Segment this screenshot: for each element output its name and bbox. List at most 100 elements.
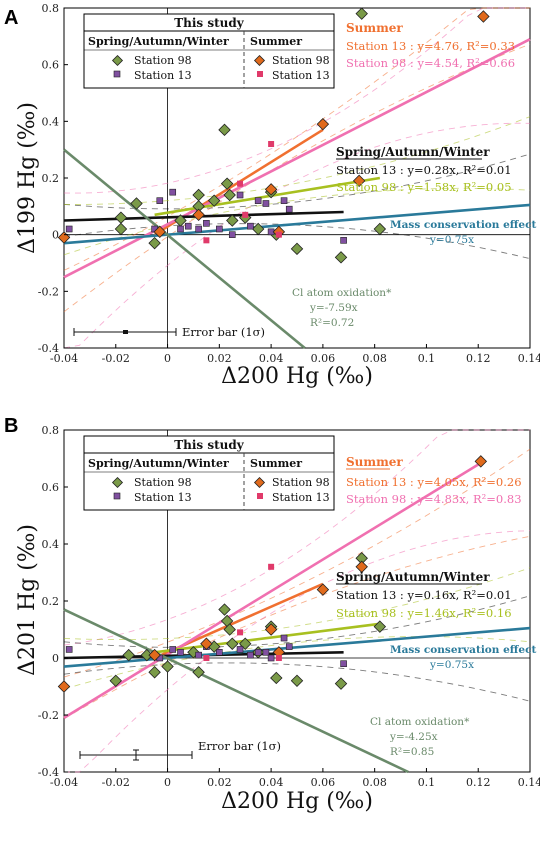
data-point-square <box>216 648 223 656</box>
data-point-diamond <box>192 666 205 679</box>
data-point-square <box>267 654 275 662</box>
data-point-diamond <box>207 194 221 207</box>
legend-marker-saw-s13 <box>113 70 121 78</box>
legend-group-b: Summer <box>250 35 302 48</box>
panel-a-x-axis-label: Δ200 Hg (‰) <box>221 364 373 389</box>
x-tick-label: 0.06 <box>311 776 336 789</box>
x-tick-label: -0.02 <box>102 352 130 365</box>
confidence-band-line <box>63 535 531 720</box>
data-point-diamond <box>334 251 348 264</box>
data-point-diamond <box>161 660 174 673</box>
panel-b: B -0.04 -0.02 0 0.02 0.04 0.06 0.08 0.1 0.12 0.14… <box>4 415 540 814</box>
data-point-square <box>177 225 184 233</box>
data-point-square <box>280 634 288 642</box>
legend-group-a: Spring/Autumn/Winter <box>88 457 229 470</box>
data-point-diamond <box>114 222 128 236</box>
legend-item-sum-s13: Station 13 <box>272 491 330 504</box>
data-point-diamond <box>334 677 348 690</box>
data-point-diamond <box>174 214 187 227</box>
data-point-square <box>275 231 282 238</box>
legend-marker-sum-s98 <box>253 54 266 67</box>
panel-b-fit-lines <box>63 429 531 774</box>
y-tick-label: -0.4 <box>38 766 59 779</box>
annot-mass-eq: y=0.75x <box>429 234 474 246</box>
annot-summer-s13: Station 13 : y=4.05x, R²=0.26 <box>346 475 522 489</box>
legend-marker-sum-s98 <box>253 476 266 489</box>
panel-a: A -0.04 -0.02 0 0.02 0.04 0.06 0.08 0.1 0.12 0.14… <box>4 2 540 389</box>
data-point-square <box>216 225 223 233</box>
panel-b-data-points <box>57 455 488 693</box>
annot-mass-eq: y=0.75x <box>429 659 474 671</box>
x-tick-label: 0.06 <box>311 352 336 365</box>
confidence-band-line <box>63 153 531 210</box>
fit-line <box>63 148 306 350</box>
annot-summer-head: Summer <box>346 21 403 35</box>
legend-item-sum-s13: Station 13 <box>272 69 330 82</box>
data-point-square <box>242 211 249 218</box>
panel-a-error-bar: Error bar (1σ) <box>73 325 265 339</box>
annot-summer-s98: Station 98 : y=4.54, R²=0.66 <box>346 56 515 70</box>
x-tick-label: 0.14 <box>518 352 540 365</box>
annot-cl-r2: R²=0.72 <box>310 317 354 329</box>
data-point-diamond <box>223 188 236 202</box>
data-point-square <box>236 191 244 199</box>
data-point-diamond <box>264 623 278 636</box>
data-point-square <box>203 220 210 227</box>
data-point-square <box>275 655 282 661</box>
data-point-square <box>280 197 288 204</box>
data-point-diamond <box>192 188 205 202</box>
x-tick-label: 0.1 <box>418 352 436 365</box>
legend-item-saw-s98: Station 98 <box>134 54 192 67</box>
data-point-diamond <box>220 177 234 190</box>
confidence-band-line <box>63 187 531 256</box>
x-tick-label: 0 <box>164 352 171 365</box>
legend-item-saw-s98: Station 98 <box>134 476 192 489</box>
x-tick-label: -0.04 <box>50 352 78 365</box>
data-point-square <box>237 629 244 636</box>
data-point-diamond <box>140 648 154 662</box>
x-tick-label: 0.02 <box>207 352 232 365</box>
legend-item-sum-s98: Station 98 <box>272 54 330 67</box>
y-tick-label: 0.8 <box>42 2 60 15</box>
confidence-band-line <box>63 636 531 690</box>
data-point-square <box>195 651 202 659</box>
annot-cl-head: Cl atom oxidation* <box>292 287 392 299</box>
data-point-diamond <box>148 236 161 250</box>
annot-saw-head: Spring/Autumn/Winter <box>336 570 490 584</box>
data-point-square <box>228 231 236 238</box>
data-point-diamond <box>223 623 236 636</box>
confidence-band-line <box>63 429 530 646</box>
data-point-diamond <box>290 242 304 256</box>
data-point-square <box>195 225 202 233</box>
data-point-square <box>203 237 210 244</box>
data-point-diamond <box>251 222 265 236</box>
data-point-square <box>340 660 347 668</box>
legend-marker-sum-s13 <box>257 71 263 77</box>
x-tick-label: 0.1 <box>418 776 436 789</box>
panel-a-legend: This study Spring/Autumn/Winter Summer S… <box>83 13 335 89</box>
x-tick-label: 0.12 <box>466 776 491 789</box>
data-point-diamond <box>148 648 161 662</box>
y-tick-label: -0.2 <box>38 709 59 722</box>
legend-box <box>83 13 335 89</box>
annot-saw-s13: Station 13 : y=0.28x, R²=0.01 <box>336 163 512 177</box>
legend-group-a: Spring/Autumn/Winter <box>88 35 229 48</box>
panel-a-fit-lines <box>63 7 531 350</box>
data-point-square <box>184 222 192 230</box>
x-tick-label: 0.08 <box>362 776 387 789</box>
legend-group-b: Summer <box>250 457 302 470</box>
data-point-diamond <box>373 620 387 633</box>
data-point-diamond <box>192 200 205 213</box>
data-point-square <box>203 655 210 661</box>
legend-marker-sum-s13 <box>257 493 263 499</box>
y-tick-label: 0 <box>52 652 59 665</box>
y-tick-label: 0.4 <box>42 115 60 128</box>
x-tick-label: 0.04 <box>259 352 284 365</box>
data-point-diamond <box>264 183 278 196</box>
error-bar-label: Error bar (1σ) <box>198 739 281 753</box>
annot-cl-r2: R²=0.85 <box>390 746 434 758</box>
legend-box <box>83 435 335 511</box>
panel-b-y-axis-label: Δ201 Hg (‰) <box>15 524 40 676</box>
data-point-diamond <box>57 680 71 693</box>
data-point-diamond <box>57 231 71 244</box>
